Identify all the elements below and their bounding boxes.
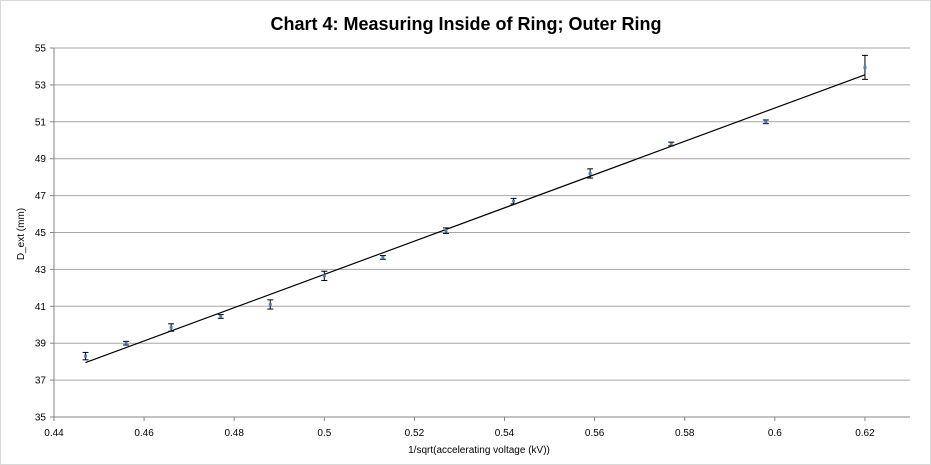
linear-trendline <box>85 74 866 364</box>
y-tick-label: 37 <box>35 376 47 387</box>
data-point <box>84 354 88 358</box>
data-point <box>512 199 516 203</box>
chart-title: Chart 4: Measuring Inside of Ring; Outer… <box>270 14 661 34</box>
y-axis-label: D_ext (mm) <box>16 208 27 260</box>
x-tick-label: 0.54 <box>495 428 515 439</box>
data-point <box>219 314 223 318</box>
y-axis-ticks: 35 37 39 41 43 45 47 49 51 53 55 <box>35 44 54 424</box>
x-tick-label: 0.5 <box>317 428 331 439</box>
x-tick-label: 0.56 <box>585 428 605 439</box>
data-point <box>169 326 173 330</box>
y-tick-label: 55 <box>35 44 47 55</box>
x-tick-label: 0.6 <box>768 428 782 439</box>
data-point <box>863 65 867 69</box>
data-point <box>444 229 448 233</box>
y-tick-label: 47 <box>35 191 47 202</box>
x-tick-label: 0.48 <box>224 428 244 439</box>
x-tick-label: 0.62 <box>855 428 875 439</box>
y-tick-label: 49 <box>35 154 47 165</box>
x-tick-label: 0.46 <box>134 428 154 439</box>
data-point <box>124 341 128 345</box>
data-point <box>588 171 592 175</box>
y-tick-label: 41 <box>35 302 47 313</box>
data-point <box>268 302 272 306</box>
data-point <box>322 274 326 278</box>
data-point <box>381 255 385 259</box>
y-tick-label: 35 <box>35 413 47 424</box>
y-tick-label: 39 <box>35 339 47 350</box>
x-axis-label: 1/sqrt(accelerating voltage (kV)) <box>408 445 550 456</box>
data-point <box>764 120 768 124</box>
data-points <box>84 65 867 358</box>
y-tick-label: 51 <box>35 117 47 128</box>
trendline-layer <box>85 74 866 364</box>
x-tick-label: 0.58 <box>675 428 695 439</box>
error-bars <box>82 54 868 361</box>
y-tick-label: 45 <box>35 228 47 239</box>
y-tick-label: 43 <box>35 265 47 276</box>
x-tick-label: 0.44 <box>44 428 64 439</box>
y-tick-label: 53 <box>35 80 47 91</box>
x-axis-ticks: 0.44 0.46 0.48 0.5 0.52 0.54 0.56 0.58 0.6 0.62 <box>44 417 875 439</box>
gridlines <box>54 47 910 381</box>
x-tick-label: 0.52 <box>405 428 425 439</box>
data-point <box>669 142 673 146</box>
